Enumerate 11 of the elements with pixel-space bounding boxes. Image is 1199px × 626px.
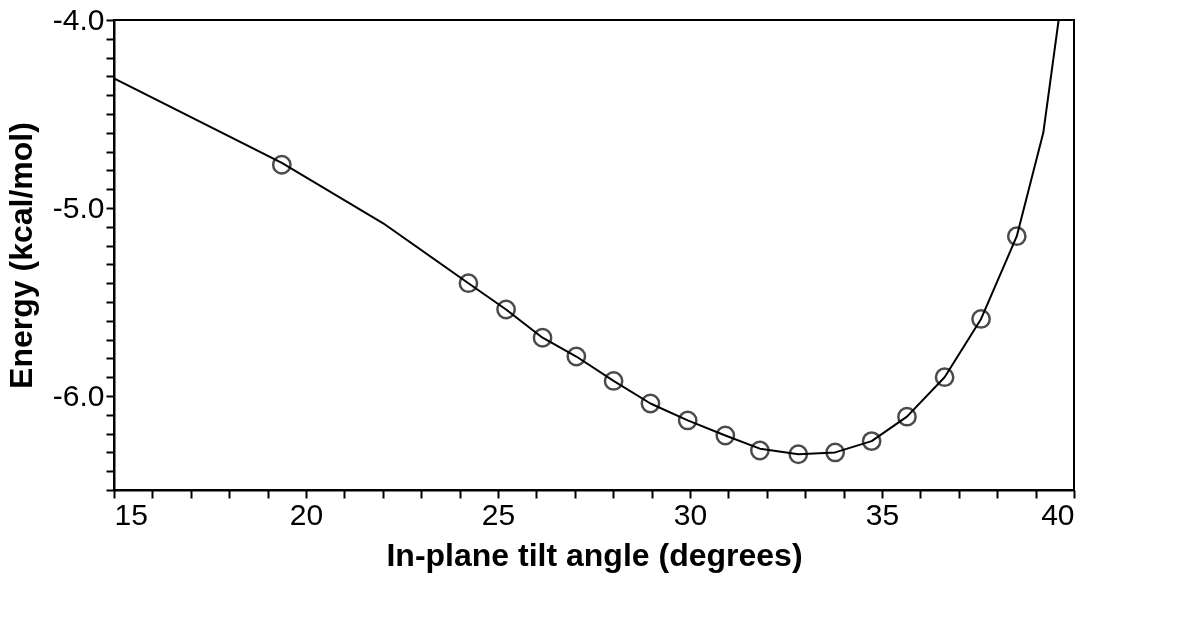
y-tick-label: -5.0 [52, 190, 105, 224]
x-tick-label: 35 [865, 497, 900, 531]
y-tick-label: -4.0 [52, 2, 105, 36]
y-tick-label: -6.0 [52, 378, 105, 412]
x-tick-label: 40 [1041, 497, 1075, 531]
x-tick-label: 25 [481, 497, 516, 531]
x-tick-label: 20 [289, 497, 324, 531]
x-axis-title: In-plane tilt angle (degrees) [386, 536, 803, 573]
x-tick-label: 30 [673, 497, 708, 531]
y-axis-title: Energy (kcal/mol) [2, 122, 39, 389]
x-tick-label: 15 [114, 497, 148, 531]
